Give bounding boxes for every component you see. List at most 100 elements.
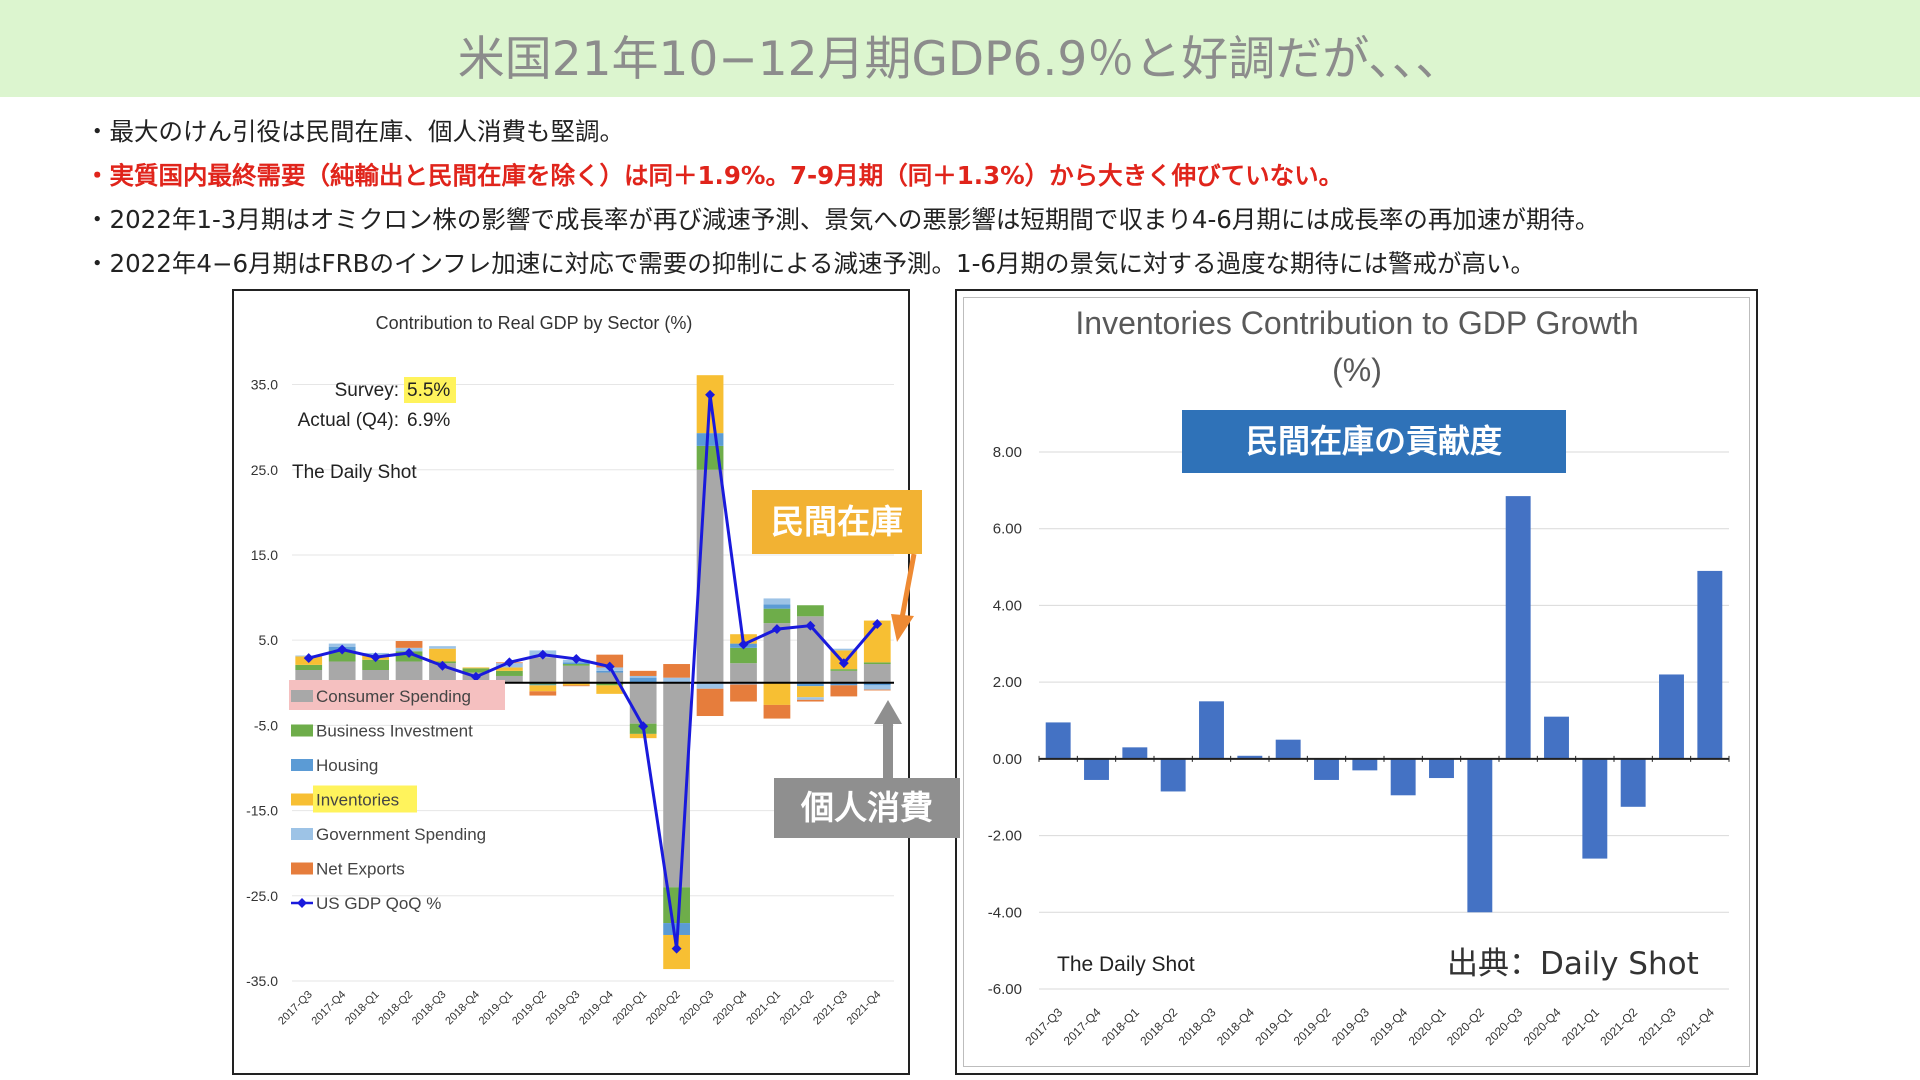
bar-housing <box>529 684 557 686</box>
bar-consumer-spending <box>562 665 590 683</box>
bar-inventories <box>1505 496 1531 759</box>
gdp-marker <box>838 658 849 669</box>
bar-inventories <box>1620 758 1646 807</box>
bar-net-exports <box>797 699 824 702</box>
page-title: 米国21年10−12月期GDP6.9％と好調だが、、、 <box>457 32 1463 87</box>
x-tick-label: 2017-Q4 <box>310 989 349 1028</box>
bar-inventories <box>1199 701 1224 759</box>
inventories-contribution-callout: 民間在庫の貢献度 <box>1182 410 1566 473</box>
x-tick-label: 2018-Q1 <box>343 989 382 1028</box>
x-tick-label: 2018-Q4 <box>443 989 482 1028</box>
right-chart-title-unit: (%) <box>1332 352 1382 388</box>
x-tick-label: 2019-Q2 <box>510 989 549 1028</box>
y-tick-label: 25.0 <box>251 462 278 478</box>
bar-business-investment <box>797 605 824 617</box>
bar-inventories <box>1429 758 1454 779</box>
left-chart-panel: Contribution to Real GDP by Sector (%) 35… <box>232 289 910 1075</box>
bar-consumer-spending <box>295 670 323 683</box>
bar-inventories <box>1544 716 1569 759</box>
bar-inventories <box>562 682 590 686</box>
x-tick-label: 2021-Q4 <box>845 989 884 1028</box>
legend-swatch <box>291 690 313 702</box>
x-tick-label: 2019-Q4 <box>1367 1005 1410 1048</box>
x-tick-label: 2017-Q3 <box>276 989 315 1028</box>
bullet-2-highlight: ・実質国内最終需要（純輸出と民間在庫を除く）は同＋1.9%。7-9月期（同＋1.… <box>85 161 1344 190</box>
bar-net-exports <box>663 664 690 678</box>
gdp-marker <box>872 619 883 629</box>
bar-net-exports <box>529 691 557 696</box>
bar-inventories <box>496 667 523 671</box>
legend-highlight <box>313 785 417 813</box>
bar-net-exports <box>696 688 724 717</box>
bar-business-investment <box>863 662 891 665</box>
legend-label: US GDP QoQ % <box>316 894 441 913</box>
x-tick-label: 2018-Q2 <box>1137 1005 1180 1048</box>
bar-government-spending <box>863 685 891 690</box>
y-tick-label: -2.00 <box>988 828 1022 845</box>
bar-business-investment <box>562 664 590 666</box>
x-tick-label: 2018-Q1 <box>1099 1005 1142 1048</box>
gdp-marker <box>638 721 649 732</box>
bar-net-exports <box>830 685 858 697</box>
gdp-marker <box>470 671 481 682</box>
bar-inventories <box>1237 755 1263 759</box>
legend-label: Business Investment <box>316 722 473 741</box>
x-tick-label: 2021-Q3 <box>1636 1005 1679 1048</box>
x-tick-label: 2020-Q3 <box>1482 1005 1525 1048</box>
bar-inventories <box>1582 758 1608 859</box>
x-tick-label: 2019-Q3 <box>544 989 583 1028</box>
y-tick-label: -4.00 <box>988 904 1022 921</box>
bar-business-investment <box>763 608 791 624</box>
bar-government-spending <box>696 682 724 689</box>
bar-housing <box>863 682 891 686</box>
bar-government-spending <box>629 675 657 678</box>
gdp-marker <box>504 657 515 668</box>
gdp-marker <box>705 389 716 400</box>
x-tick-label: 2017-Q4 <box>1061 1005 1104 1048</box>
bar-inventories <box>1697 570 1723 759</box>
x-tick-label: 2021-Q3 <box>811 989 850 1028</box>
bar-inventories <box>1160 758 1186 792</box>
bar-inventories <box>462 667 490 669</box>
y-tick-label: -6.00 <box>988 981 1022 998</box>
x-tick-label: 2019-Q1 <box>1252 1005 1295 1048</box>
bar-government-spending <box>797 697 824 700</box>
actual-value: 6.9% <box>407 410 450 431</box>
x-tick-label: 2021-Q2 <box>778 989 817 1028</box>
gdp-marker <box>571 653 582 664</box>
y-tick-label: -5.0 <box>254 717 278 733</box>
legend-line-marker <box>297 898 307 908</box>
bar-consumer-spending <box>496 675 523 683</box>
bar-business-investment <box>596 682 624 686</box>
bullet-1: ・最大のけん引役は民間在庫、個人消費も堅調。 <box>85 117 624 146</box>
bar-consumer-spending <box>596 672 624 683</box>
right-chart-title: Inventories Contribution to GDP Growth <box>1075 305 1638 341</box>
survey-highlight <box>404 377 456 403</box>
bar-inventories <box>1275 739 1301 759</box>
y-tick-label: 5.0 <box>259 632 279 648</box>
legend-swatch <box>291 828 313 840</box>
bar-inventories <box>1390 758 1416 796</box>
gdp-marker <box>771 624 782 635</box>
bar-consumer-spending <box>863 664 891 683</box>
legend-swatch <box>291 724 313 737</box>
bar-business-investment <box>496 670 523 676</box>
x-tick-label: 2019-Q1 <box>477 989 516 1028</box>
gdp-marker <box>537 649 548 660</box>
x-tick-label: 2019-Q2 <box>1291 1005 1334 1048</box>
x-tick-label: 2020-Q2 <box>644 989 683 1028</box>
bar-inventories <box>797 686 824 698</box>
x-tick-label: 2017-Q3 <box>1022 1005 1065 1048</box>
bar-business-investment <box>328 650 356 662</box>
bar-inventories <box>529 685 557 692</box>
x-tick-label: 2018-Q2 <box>376 989 415 1028</box>
x-tick-label: 2020-Q4 <box>1521 1005 1564 1048</box>
left-chart-title: Contribution to Real GDP by Sector (%) <box>376 313 693 333</box>
bar-net-exports <box>763 704 791 719</box>
x-tick-label: 2021-Q2 <box>1597 1005 1640 1048</box>
bar-consumer-spending <box>328 661 356 683</box>
x-tick-label: 2018-Q3 <box>410 989 449 1028</box>
y-tick-label: 15.0 <box>251 547 278 563</box>
bar-inventories <box>1314 758 1339 780</box>
bar-government-spending <box>830 648 858 651</box>
